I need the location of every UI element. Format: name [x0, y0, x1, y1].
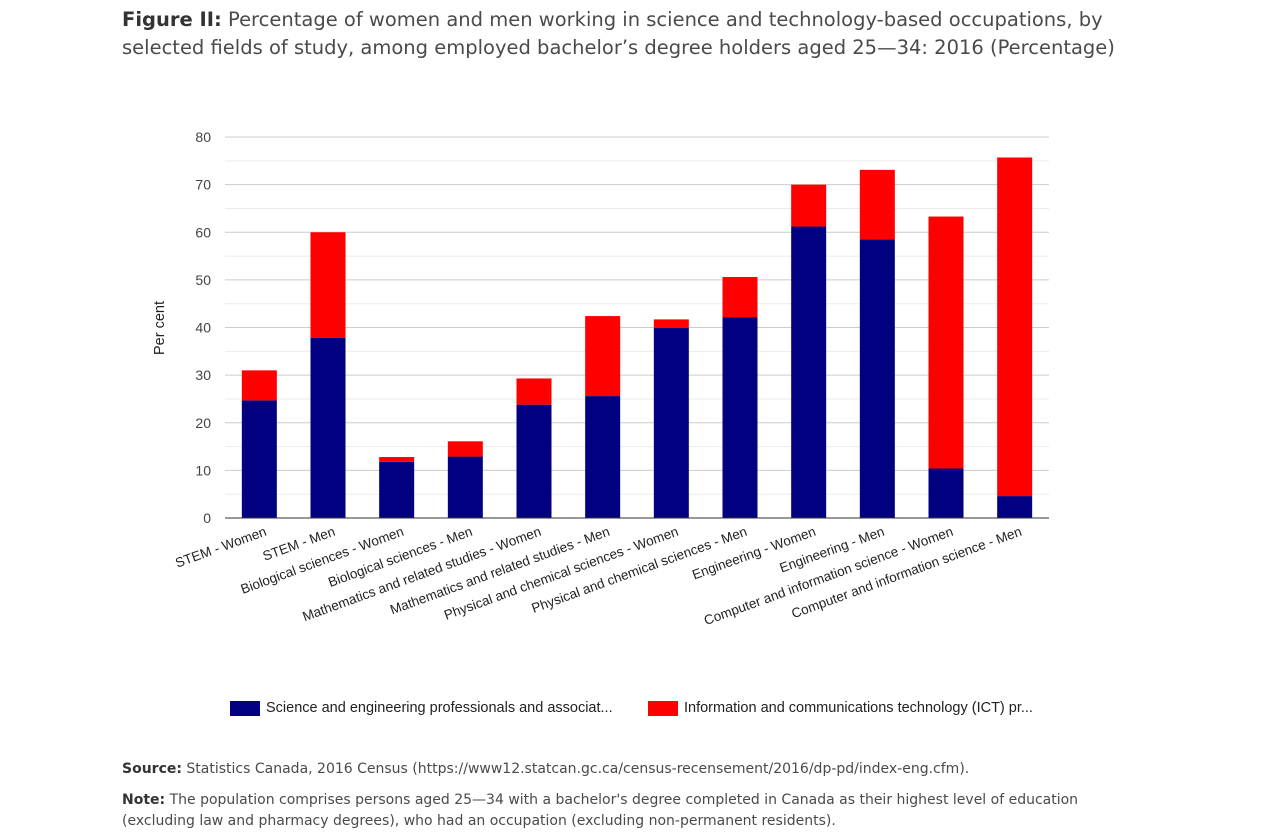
- bar-segment-science-engineering[interactable]: [310, 337, 346, 518]
- bar-segment-ict[interactable]: [928, 216, 964, 469]
- bar-segment-science-engineering[interactable]: [997, 496, 1033, 518]
- bar-segment-science-engineering[interactable]: [585, 396, 621, 518]
- bar-segment-science-engineering[interactable]: [791, 226, 827, 518]
- bar-segment-ict[interactable]: [997, 157, 1033, 497]
- legend-swatch-ict: [648, 700, 678, 716]
- bar-segment-ict[interactable]: [722, 277, 758, 318]
- bar-segment-science-engineering[interactable]: [653, 327, 689, 518]
- y-tick-label: 40: [195, 320, 211, 336]
- y-tick-label: 10: [195, 462, 211, 478]
- legend-item-science-engineering[interactable]: Science and engineering professionals an…: [230, 700, 613, 716]
- bar-segment-science-engineering[interactable]: [859, 239, 895, 519]
- source-label: Source:: [122, 761, 182, 777]
- source-text: Statistics Canada, 2016 Census (https://…: [186, 761, 970, 777]
- footnote: Note: The population comprises persons a…: [122, 790, 1152, 832]
- legend-swatch-science-engineering: [230, 700, 260, 716]
- source-note: Source: Statistics Canada, 2016 Census (…: [122, 759, 1152, 780]
- figure-label: Figure II:: [122, 8, 222, 31]
- y-tick-label: 80: [195, 129, 211, 145]
- bar-segment-ict[interactable]: [516, 378, 552, 405]
- bar-segment-ict[interactable]: [310, 232, 346, 338]
- y-tick-label: 70: [195, 177, 211, 193]
- bar-segment-ict[interactable]: [791, 184, 827, 227]
- chart-gridlines: [225, 136, 1049, 495]
- x-tick-label: STEM - Women: [173, 524, 268, 571]
- figure-title-text: Percentage of women and men working in s…: [122, 8, 1115, 59]
- y-tick-label: 60: [195, 224, 211, 240]
- chart-bars: [241, 157, 1033, 519]
- bar-segment-ict[interactable]: [585, 316, 621, 397]
- legend-item-ict[interactable]: Information and communications technolog…: [648, 700, 1033, 716]
- bar-segment-science-engineering[interactable]: [241, 400, 277, 518]
- note-label: Note:: [122, 792, 166, 808]
- legend-label-science-engineering: Science and engineering professionals an…: [266, 700, 613, 716]
- bar-segment-science-engineering[interactable]: [447, 456, 483, 518]
- bar-segment-ict[interactable]: [653, 319, 689, 328]
- bar-segment-science-engineering[interactable]: [516, 404, 552, 518]
- bar-segment-ict[interactable]: [379, 457, 415, 462]
- bar-segment-ict[interactable]: [447, 441, 483, 457]
- bar-segment-ict[interactable]: [241, 370, 277, 401]
- y-tick-label: 20: [195, 415, 211, 431]
- y-tick-label: 30: [195, 367, 211, 383]
- y-tick-label: 50: [195, 272, 211, 288]
- chart-legend: Science and engineering professionals an…: [0, 700, 1261, 720]
- y-axis-tick-labels: 0 10 20 30 40 50 60 70 80: [195, 129, 211, 526]
- bar-segment-science-engineering[interactable]: [928, 468, 964, 518]
- note-text: The population comprises persons aged 25…: [122, 792, 1079, 829]
- legend-label-ict: Information and communications technolog…: [684, 700, 1033, 716]
- y-axis-label: Per cent: [152, 301, 168, 355]
- bar-segment-ict[interactable]: [859, 169, 895, 240]
- figure-title: Figure II: Percentage of women and men w…: [122, 6, 1182, 62]
- bar-segment-science-engineering[interactable]: [379, 461, 415, 518]
- y-tick-label: 0: [203, 510, 211, 526]
- bar-segment-science-engineering[interactable]: [722, 317, 758, 518]
